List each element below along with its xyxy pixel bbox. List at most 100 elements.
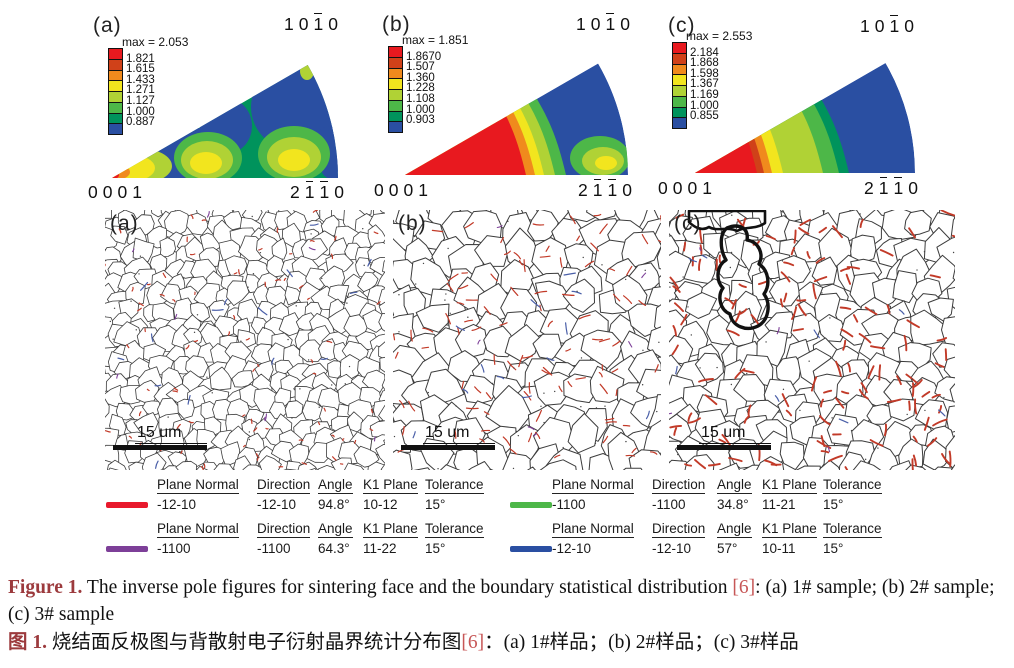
caption-zh-reference: [6] [461, 632, 485, 653]
legend-left: Plane Normal Direction Angle K1 Plane Tolera… [106, 477, 497, 565]
legend-row-blue: Plane Normal Direction Angle K1 Plane Tolera… [510, 521, 903, 556]
ipf-colorbar-tick: 1.000 [690, 99, 719, 112]
ipf-colorbar-tick: 0.903 [406, 114, 435, 127]
ebsd-map-b [393, 210, 661, 470]
ebsd-map-letter-a: (a) [110, 212, 139, 235]
ipf-colorbar-tick: 1.868 [690, 57, 719, 70]
legend-header-cell: Angle [717, 477, 762, 494]
ebsd-map-letter-c: (c) [674, 212, 702, 235]
legend-value-cell: -1100 [552, 497, 586, 512]
legend-header-text: Plane Normal [157, 477, 239, 494]
ipf-colorbar-a [108, 48, 123, 135]
colorbar-cell [109, 49, 122, 60]
scalebar-label: 15 um [423, 424, 496, 444]
colorbar-cell [389, 100, 402, 112]
colorbar-cell [109, 81, 122, 92]
legend-header-cell: Angle [717, 521, 762, 538]
legend-header-text: Plane Normal [552, 477, 634, 494]
ipf-colorbar-tick: 1.8670 [406, 50, 442, 63]
ipf-colorbar-tick: 1.127 [126, 95, 155, 107]
colorbar-cell [389, 122, 402, 132]
legend-header-text: Tolerance [425, 521, 484, 538]
miller-digit: 1 [702, 178, 712, 198]
legend-header-cell: Plane Normal [552, 477, 652, 494]
caption-en-reference: [6] [732, 577, 756, 598]
miller-digit: 1 [607, 179, 618, 200]
ipf-max-value-a: max = 2.053 [122, 35, 189, 49]
ipf-colorbar-tick: 0.887 [126, 116, 155, 129]
ipf-colorbar-tick: 0.855 [690, 110, 719, 123]
legend-row-red: Plane Normal Direction Angle K1 Plane Tolera… [106, 477, 497, 512]
ebsd-map-panel-c: (c) 15 um [669, 210, 955, 470]
miller-digit: 1 [889, 15, 900, 36]
miller-digit: 0 [388, 180, 399, 200]
legend-header-cell: Plane Normal [552, 521, 652, 538]
caption-figure-label: Figure 1. [8, 577, 83, 598]
colorbar-cell [673, 96, 686, 108]
legend-header-text: Angle [318, 521, 353, 538]
miller-digit: 0 [658, 178, 668, 198]
legend-value-cell: -1100 [157, 541, 191, 556]
ipf-colorbar-tick: 1.615 [126, 63, 155, 76]
ipf-row: (a) max = 2.053 1.821 1.615 1.433 1.271 1.127 1… [0, 0, 1014, 208]
miller-digit: 0 [590, 14, 601, 34]
ipf-panel-a: (a) max = 2.053 1.821 1.615 1.433 1.271 1.127 1… [88, 8, 362, 210]
legend-header-text: Plane Normal [157, 521, 239, 538]
ipf-wedge-a [112, 65, 338, 178]
miller-digit: 1 [860, 16, 870, 36]
ipf-panel-letter-b: (b) [382, 13, 411, 36]
colorbar-cell [389, 47, 402, 58]
colorbar-cell [673, 43, 686, 54]
legend-value-row: -1100 -1100 64.3° 11-22 15° [106, 541, 497, 556]
miller-digit: 1 [418, 180, 428, 200]
legend-header-cell: Tolerance [425, 521, 497, 538]
legend-header-cell: Direction [652, 521, 717, 538]
legend-header-text: Tolerance [823, 521, 882, 538]
legend-header-cell: Direction [257, 521, 318, 538]
legend-header-text: K1 Plane [762, 521, 817, 538]
ipf-wedge-c [695, 63, 915, 173]
legend-swatch-purple [106, 545, 148, 552]
legend-right: Plane Normal Direction Angle K1 Plane Tolera… [510, 477, 903, 565]
legend-header-cell: Tolerance [823, 477, 903, 494]
miller-digit: 1 [304, 181, 315, 202]
ipf-colorbar-tick: 1.271 [126, 84, 155, 97]
caption-chinese: 图 1. 烧结面反极图与背散射电子衍射晶界统计分布图[6]：(a) 1#样品；(… [8, 629, 1010, 656]
legend-value-cell: -12-10 [652, 541, 692, 556]
legend-value-cell: 11-21 [762, 497, 796, 512]
ebsd-map-a [105, 210, 385, 470]
ipf-colorbar-tick: 1.169 [690, 89, 719, 101]
caption-zh-suffix: ：(a) 1#样品；(b) 2#样品；(c) 3#样品 [484, 632, 799, 653]
legend-value-cell: 10-12 [363, 497, 398, 512]
legend-header-text: Tolerance [425, 477, 484, 494]
colorbar-cell [109, 113, 122, 125]
colorbar-cell [109, 59, 122, 71]
miller-digit: 0 [298, 14, 309, 34]
miller-digit: 1 [878, 177, 889, 198]
colorbar-cell [109, 70, 122, 82]
scalebar-a: 15 um [113, 424, 208, 450]
miller-digit: 1 [576, 14, 586, 34]
ipf-max-value-b: max = 1.851 [402, 33, 469, 47]
miller-digit: 0 [622, 180, 632, 200]
caption-english: Figure 1. The inverse pole figures for s… [8, 574, 1010, 628]
legend-value-cell: 11-22 [363, 541, 397, 556]
scalebar-label: 15 um [135, 424, 208, 444]
ipf-colorbar-tick: 1.821 [126, 52, 155, 65]
caption-zh-body: 烧结面反极图与背散射电子衍射晶界统计分布图 [47, 632, 462, 653]
colorbar-cell [109, 124, 122, 134]
miller-digit: 0 [328, 14, 338, 34]
ipf-colorbar-tick: 1.108 [406, 93, 435, 105]
legend-header-cell: Angle [318, 521, 363, 538]
legend-value-cell: 57° [717, 541, 738, 556]
boundary-legends: Plane Normal Direction Angle K1 Plane Tolera… [0, 472, 1014, 568]
legend-value-cell: -1100 [652, 497, 686, 512]
miller-digit: 1 [893, 177, 904, 198]
legend-header-cell: Tolerance [425, 477, 497, 494]
